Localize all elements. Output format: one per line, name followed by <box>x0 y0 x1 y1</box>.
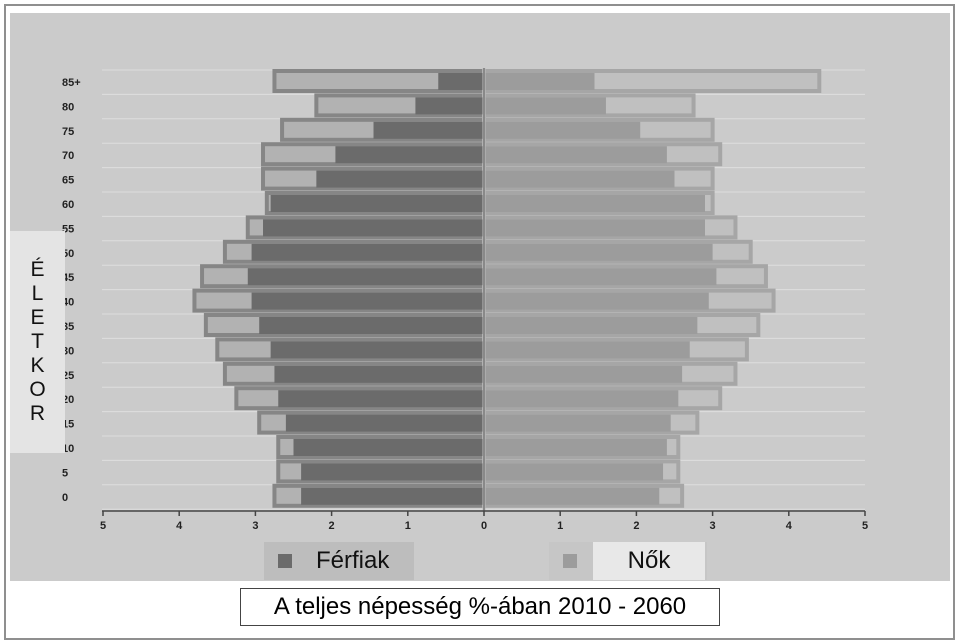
bar-men-2010 <box>251 243 484 261</box>
bar-women-2010 <box>484 390 679 408</box>
bar-women-2010 <box>484 146 667 164</box>
y-axis-label-letter: L <box>31 282 44 305</box>
y-tick-label: 5 <box>62 467 68 479</box>
bar-men-2010 <box>373 121 484 139</box>
y-tick-label: 40 <box>62 297 74 309</box>
y-axis-label-letter: É <box>30 258 45 281</box>
bar-men-2010 <box>270 195 484 212</box>
y-tick-label: 60 <box>62 199 74 211</box>
x-tick-label: 1 <box>405 520 411 532</box>
y-tick-label: 65 <box>62 175 74 187</box>
y-tick-label: 75 <box>62 126 74 138</box>
bar-women-2010 <box>484 73 595 90</box>
bar-men-2010 <box>263 219 484 237</box>
bar-men-2010 <box>293 439 484 456</box>
y-tick-label: 80 <box>62 101 74 113</box>
legend-women-label: Nők <box>593 542 705 580</box>
x-tick-label: 0 <box>481 520 487 532</box>
bar-men-2010 <box>270 341 484 359</box>
y-tick-label: 55 <box>62 223 74 235</box>
legend-men: Férfiak <box>264 542 414 580</box>
bar-men-2010 <box>251 292 484 310</box>
y-tick-label: 0 <box>62 492 68 504</box>
y-tick-label: 50 <box>62 248 74 260</box>
y-axis-label-letter: R <box>29 402 46 425</box>
bar-women-2010 <box>484 439 667 456</box>
bar-women-2010 <box>484 170 675 188</box>
y-tick-label: 25 <box>62 370 74 382</box>
bar-women-2010 <box>484 463 664 481</box>
legend-men-label: Férfiak <box>316 547 390 574</box>
bar-women-2010 <box>484 268 717 286</box>
y-tick-label: 30 <box>62 345 74 357</box>
y-tick-label: 35 <box>62 321 74 333</box>
y-axis-label-letter: O <box>29 378 46 401</box>
y-tick-label: 15 <box>62 419 74 431</box>
legend-women-swatch <box>563 554 577 568</box>
bar-men-2010 <box>247 268 484 286</box>
bar-women-2010 <box>484 121 641 139</box>
bar-women-2010 <box>484 292 709 310</box>
y-axis-label-letter: K <box>30 354 45 377</box>
bar-women-2010 <box>484 97 606 115</box>
bar-men-2010 <box>259 317 484 334</box>
bar-men-2010 <box>301 463 484 481</box>
x-tick-label: 4 <box>176 520 183 532</box>
y-tick-label: 70 <box>62 150 74 162</box>
bar-women-2010 <box>484 243 713 261</box>
x-tick-label: 5 <box>862 520 868 532</box>
bar-women-2010 <box>484 487 660 505</box>
bar-women-2010 <box>484 414 671 432</box>
legend-men-swatch <box>278 554 292 568</box>
y-axis-label-letter: T <box>31 330 44 353</box>
x-tick-label: 5 <box>100 520 106 532</box>
x-tick-label: 4 <box>786 520 793 532</box>
bar-women-2010 <box>484 219 705 237</box>
bar-men-2010 <box>285 414 484 432</box>
x-tick-label: 3 <box>252 520 258 532</box>
bar-women-2010 <box>484 195 705 212</box>
y-tick-label: 45 <box>62 272 74 284</box>
bar-men-2010 <box>301 487 484 505</box>
bar-men-2010 <box>274 365 484 383</box>
bar-men-2010 <box>415 97 484 115</box>
bar-women-2010 <box>484 341 690 359</box>
bar-women-2010 <box>484 317 698 334</box>
bar-men-2010 <box>335 146 484 164</box>
x-tick-label: 1 <box>557 520 563 532</box>
bar-men-2010 <box>438 73 484 90</box>
chart-caption: A teljes népesség %-ában 2010 - 2060 <box>240 588 720 626</box>
bar-women-2010 <box>484 365 683 383</box>
y-tick-label: 85+ <box>62 77 81 89</box>
x-tick-label: 2 <box>329 520 335 532</box>
bar-men-2010 <box>278 390 484 408</box>
legend-women: Nők <box>549 542 707 580</box>
y-axis-label-letter: E <box>30 306 45 329</box>
y-tick-label: 20 <box>62 394 74 406</box>
bar-men-2010 <box>316 170 484 188</box>
x-tick-label: 3 <box>710 520 716 532</box>
y-tick-label: 10 <box>62 443 74 455</box>
x-tick-label: 2 <box>633 520 639 532</box>
